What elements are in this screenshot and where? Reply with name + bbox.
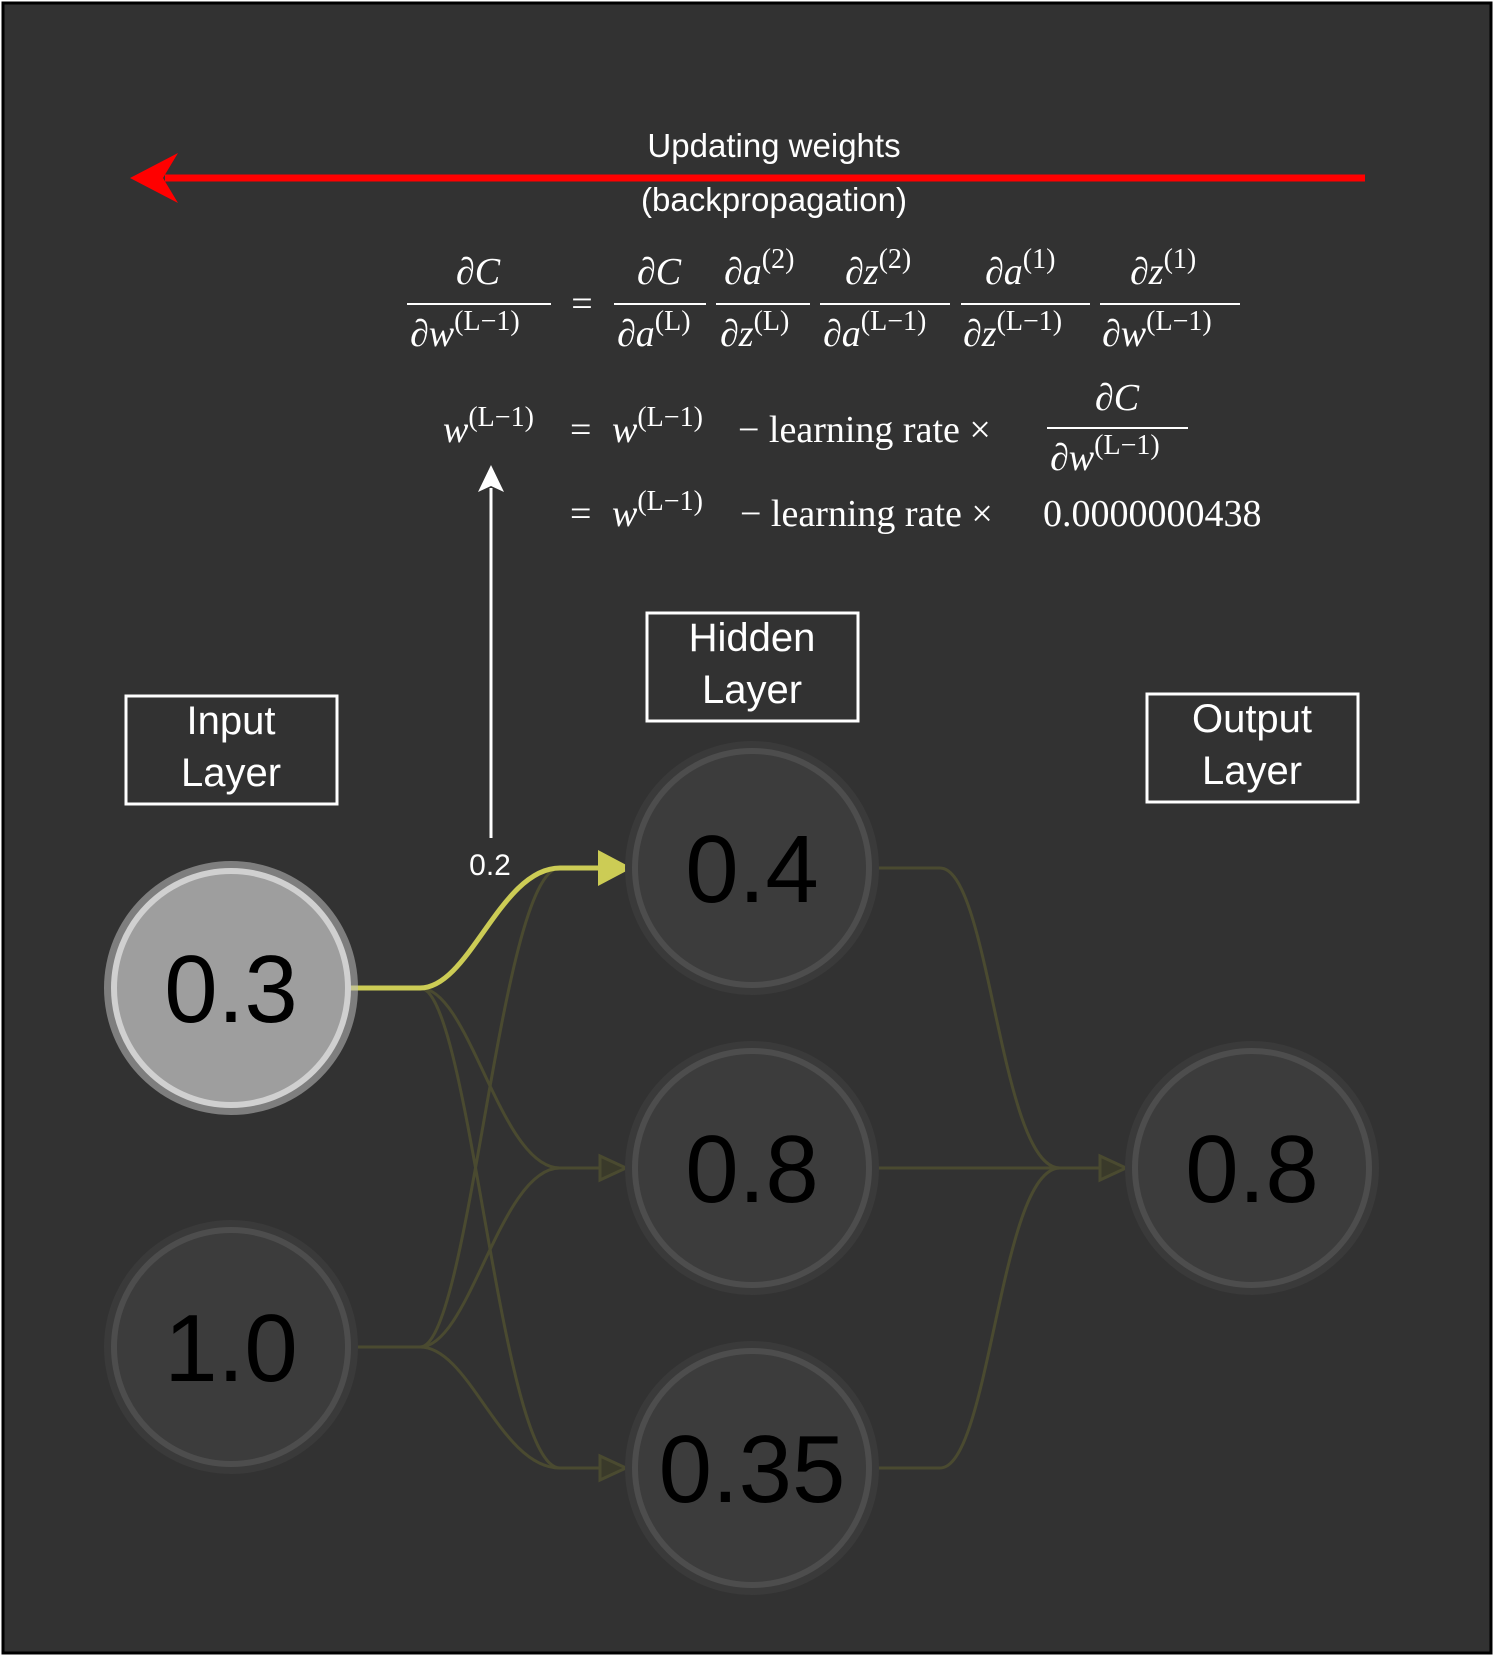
- backprop-title-line2: (backpropagation): [641, 181, 907, 218]
- dim-arrowheads: [598, 1153, 1130, 1483]
- factor-da1-dz: ∂a(1) ∂z(L−1): [961, 244, 1090, 355]
- factor-da-dz: ∂a(2) ∂z(L): [716, 244, 810, 355]
- svg-text:∂C: ∂C: [637, 251, 682, 293]
- edge-in1-h2: [350, 986, 600, 1170]
- svg-text:Layer: Layer: [1202, 749, 1302, 793]
- output-layer-label: Output Layer: [1145, 692, 1360, 804]
- factor-dC-da: ∂C ∂a(L): [614, 251, 706, 355]
- backprop-title-line1: Updating weights: [647, 127, 900, 164]
- edge-h1-out: [873, 866, 1100, 1170]
- svg-text:Hidden: Hidden: [689, 616, 816, 660]
- edge-in2-h2: [350, 1166, 600, 1349]
- svg-text:Layer: Layer: [181, 751, 281, 795]
- svg-text:1.0: 1.0: [164, 1295, 297, 1402]
- svg-text:− learning rate ×: − learning rate ×: [738, 409, 991, 451]
- highlight-arrowhead-icon: [598, 850, 632, 886]
- svg-text:w(L−1): w(L−1): [443, 402, 534, 451]
- svg-text:∂w(L−1): ∂w(L−1): [410, 306, 520, 355]
- gradient-value: 0.0000000438: [1043, 493, 1262, 535]
- svg-text:0.8: 0.8: [685, 1116, 818, 1223]
- svg-text:0.4: 0.4: [685, 816, 818, 923]
- svg-text:∂w(L−1): ∂w(L−1): [1050, 430, 1160, 479]
- svg-text:∂a(L−1): ∂a(L−1): [823, 306, 926, 355]
- svg-text:∂w(L−1): ∂w(L−1): [1102, 306, 1212, 355]
- backprop-arrow: [130, 153, 1365, 203]
- dim-arrowhead-icon: [1098, 1153, 1130, 1183]
- svg-text:0.8: 0.8: [1185, 1116, 1318, 1223]
- dim-arrowhead-icon: [598, 1153, 630, 1183]
- edge-in2-h1: [350, 866, 600, 1349]
- svg-text:∂a(1): ∂a(1): [985, 244, 1055, 293]
- svg-text:− learning rate ×: − learning rate ×: [740, 493, 993, 535]
- svg-text:Output: Output: [1192, 697, 1312, 741]
- weight-update-arrow: [478, 465, 504, 838]
- dim-arrowhead-icon: [598, 1453, 630, 1483]
- svg-text:∂z(L−1): ∂z(L−1): [963, 306, 1062, 355]
- input-node-1: 0.3: [104, 861, 358, 1115]
- svg-text:=: =: [570, 409, 591, 451]
- svg-text:0.3: 0.3: [164, 936, 297, 1043]
- hidden-layer-label: Hidden Layer: [645, 611, 860, 723]
- svg-text:w(L−1): w(L−1): [612, 402, 703, 451]
- edge-in2-h3: [350, 1345, 600, 1470]
- dim-connections: [350, 866, 1100, 1470]
- factor-dz1-dw: ∂z(1) ∂w(L−1): [1100, 244, 1240, 355]
- svg-text:=: =: [570, 493, 591, 535]
- up-arrowhead-icon: [478, 465, 504, 492]
- input-node-2: 1.0: [104, 1220, 358, 1474]
- chain-rule-equation: ∂C ∂w(L−1) = ∂C ∂a(L) ∂a(2) ∂z(L) ∂z(2) …: [407, 244, 1240, 355]
- weight-label: 0.2: [469, 849, 511, 882]
- svg-text:Layer: Layer: [702, 668, 802, 712]
- svg-text:∂C: ∂C: [456, 251, 501, 293]
- input-layer-label: Input Layer: [124, 694, 339, 806]
- svg-text:∂z(L): ∂z(L): [720, 306, 789, 355]
- svg-text:∂z(1): ∂z(1): [1130, 244, 1196, 293]
- chain-equals: =: [571, 283, 592, 325]
- svg-text:∂a(2): ∂a(2): [724, 244, 794, 293]
- lhs-fraction: ∂C ∂w(L−1): [407, 251, 551, 355]
- hidden-node-3: 0.35: [625, 1341, 879, 1595]
- factor-dz-da: ∂z(2) ∂a(L−1): [820, 244, 950, 355]
- update-rule-line1: w(L−1) = w(L−1) − learning rate × ∂C ∂w(…: [443, 377, 1188, 479]
- svg-text:Input: Input: [187, 699, 276, 743]
- update-rule-line2: = w(L−1) − learning rate × 0.0000000438: [570, 486, 1262, 535]
- highlighted-connection: [350, 850, 632, 991]
- backprop-arrowhead-icon: [130, 153, 178, 203]
- edge-in1-h3: [350, 986, 600, 1470]
- svg-text:∂a(L): ∂a(L): [617, 306, 691, 355]
- svg-text:∂z(2): ∂z(2): [845, 244, 911, 293]
- edge-h3-out: [873, 1166, 1100, 1470]
- output-node-1: 0.8: [1125, 1041, 1379, 1295]
- svg-text:∂C: ∂C: [1095, 377, 1140, 419]
- hidden-node-1: 0.4: [625, 741, 879, 995]
- svg-text:0.35: 0.35: [659, 1416, 846, 1523]
- hidden-node-2: 0.8: [625, 1041, 879, 1295]
- svg-text:w(L−1): w(L−1): [612, 486, 703, 535]
- update-fraction: ∂C ∂w(L−1): [1047, 377, 1188, 479]
